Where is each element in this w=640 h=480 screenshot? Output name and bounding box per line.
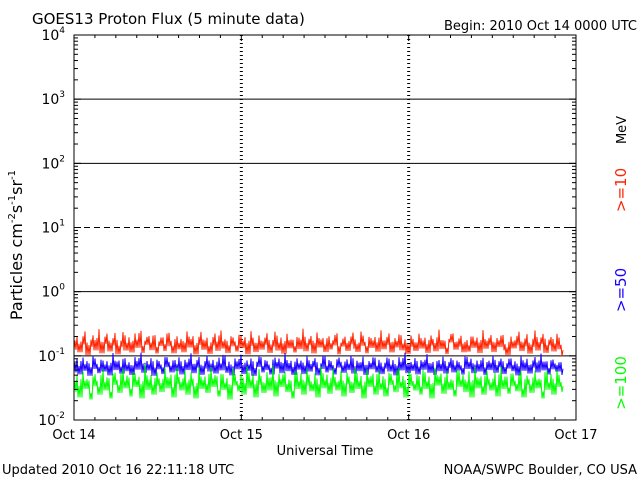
y-axis-title: Particles cm-2s-1sr-1 (7, 170, 26, 320)
x-tick-label: Oct 15 (220, 428, 263, 443)
y-tick-label: 104 (41, 26, 65, 44)
x-axis-title: Universal Time (277, 444, 374, 459)
legend-entry: >=10 (612, 168, 630, 212)
y-axis: 10-2 10-1 100 101 102 103 104 (38, 26, 576, 429)
series-layer (73, 328, 564, 400)
begin-time-label: Begin: 2010 Oct 14 0000 UTC (444, 19, 637, 34)
x-tick-label: Oct 14 (52, 428, 95, 443)
y-tick-label: 101 (41, 219, 65, 237)
chart-title: GOES13 Proton Flux (5 minute data) (32, 10, 305, 28)
legend: MeV >=10 >=50 >=100 (612, 116, 630, 410)
series-line-3 (73, 363, 564, 400)
y-tick-label: 10-1 (38, 347, 65, 365)
units-label: MeV (615, 116, 630, 144)
series-line-2 (73, 352, 564, 376)
credit-label: NOAA/SWPC Boulder, CO USA (444, 463, 637, 478)
svg-text:Particles cm-2s-1sr-1: Particles cm-2s-1sr-1 (7, 170, 26, 320)
series-line-1 (73, 328, 564, 357)
x-tick-label: Oct 17 (554, 428, 597, 443)
x-tick-label: Oct 16 (387, 428, 430, 443)
y-tick-label: 102 (41, 154, 65, 172)
y-tick-label: 103 (41, 90, 65, 108)
legend-entry: >=50 (612, 268, 630, 312)
y-tick-label: 10-2 (38, 411, 65, 429)
legend-entry: >=100 (612, 356, 630, 410)
x-axis: Oct 14 Oct 15 Oct 16 Oct 17 (52, 35, 598, 443)
updated-label: Updated 2010 Oct 16 22:11:18 UTC (2, 463, 234, 478)
y-tick-label: 100 (41, 283, 65, 301)
